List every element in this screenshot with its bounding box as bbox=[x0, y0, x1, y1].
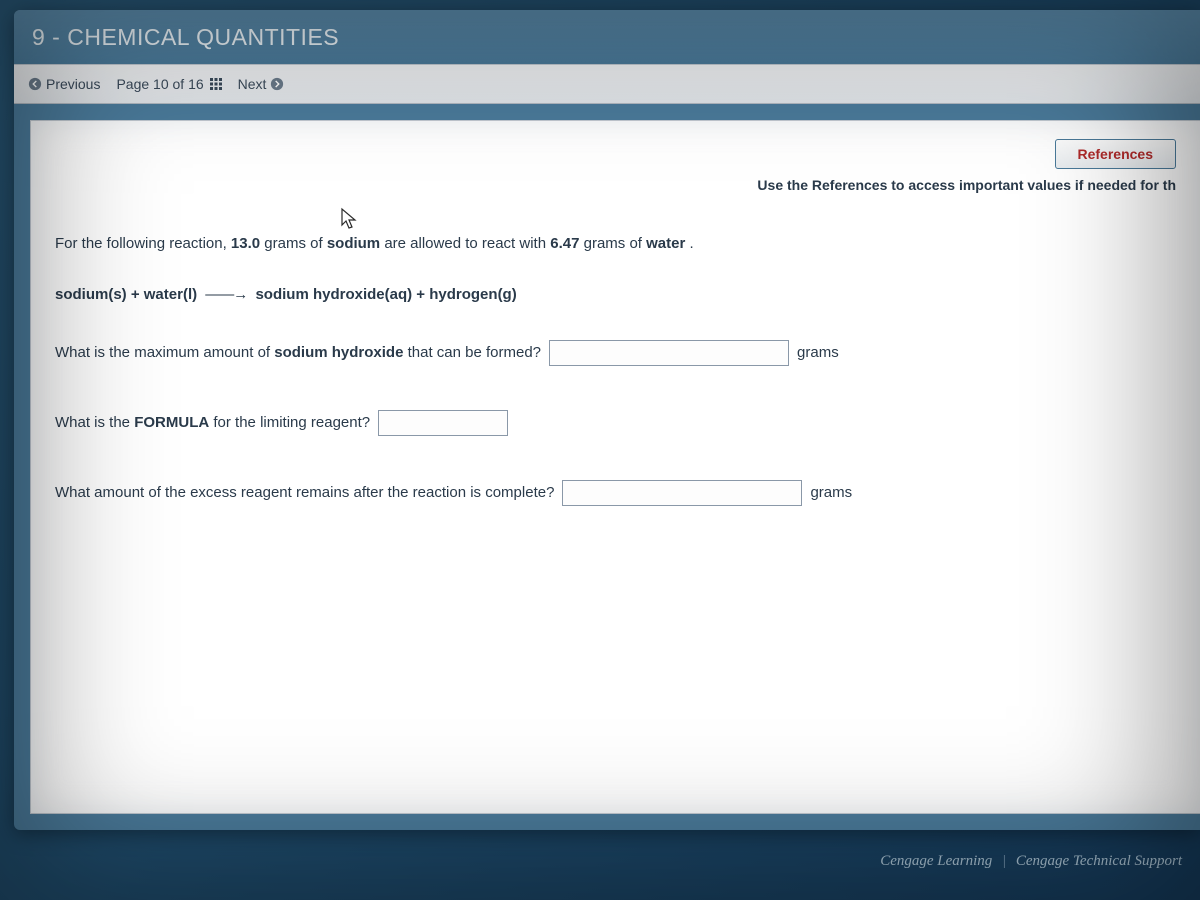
nav-bar: Previous Page 10 of 16 Next bbox=[14, 64, 1200, 104]
question-1: What is the maximum amount of sodium hyd… bbox=[55, 340, 1176, 366]
title-bar: 9 - CHEMICAL QUANTITIES bbox=[14, 10, 1200, 64]
page-label: Page 10 of 16 bbox=[116, 76, 203, 92]
next-label: Next bbox=[238, 76, 267, 92]
footer-links: Cengage Learning | Cengage Technical Sup… bbox=[880, 853, 1182, 870]
reagent-2: water bbox=[646, 235, 685, 252]
grid-icon bbox=[210, 78, 222, 90]
mass-2: 6.47 bbox=[550, 235, 579, 252]
app-window: 9 - CHEMICAL QUANTITIES Previous Page 10… bbox=[14, 10, 1200, 830]
equation-rhs: sodium hydroxide(aq) + hydrogen(g) bbox=[255, 286, 516, 303]
arrow-right-icon bbox=[270, 77, 284, 91]
question-intro: For the following reaction, 13.0 grams o… bbox=[55, 233, 1176, 256]
q3-unit: grams bbox=[810, 482, 852, 505]
arrow-left-icon bbox=[28, 77, 42, 91]
intro-text: . bbox=[685, 235, 693, 252]
q2-answer-input[interactable] bbox=[378, 410, 508, 436]
cursor-icon bbox=[339, 207, 359, 231]
footer-link-learning[interactable]: Cengage Learning bbox=[880, 853, 992, 869]
q1-text: that can be formed? bbox=[403, 344, 541, 361]
q1-unit: grams bbox=[797, 342, 839, 365]
q2-text: What is the bbox=[55, 414, 134, 431]
intro-text: are allowed to react with bbox=[380, 235, 550, 252]
q3-prompt: What amount of the excess reagent remain… bbox=[55, 482, 554, 505]
mass-1: 13.0 bbox=[231, 235, 260, 252]
q1-bold: sodium hydroxide bbox=[274, 344, 403, 361]
intro-text: grams of bbox=[579, 235, 646, 252]
footer-separator: | bbox=[1002, 853, 1006, 869]
q2-prompt: What is the FORMULA for the limiting rea… bbox=[55, 412, 370, 435]
question-2: What is the FORMULA for the limiting rea… bbox=[55, 410, 1176, 436]
next-button[interactable]: Next bbox=[238, 76, 285, 92]
q1-text: What is the maximum amount of bbox=[55, 344, 274, 361]
q3-answer-input[interactable] bbox=[562, 480, 802, 506]
footer-link-support[interactable]: Cengage Technical Support bbox=[1016, 853, 1182, 869]
page-indicator[interactable]: Page 10 of 16 bbox=[116, 76, 221, 92]
previous-button[interactable]: Previous bbox=[28, 76, 100, 92]
references-hint: Use the References to access important v… bbox=[55, 177, 1176, 193]
intro-text: grams of bbox=[260, 235, 327, 252]
reagent-1: sodium bbox=[327, 235, 380, 252]
content-panel: References Use the References to access … bbox=[30, 120, 1200, 814]
equation-lhs: sodium(s) + water(l) bbox=[55, 286, 197, 303]
equation: sodium(s) + water(l) ——→ sodium hydroxid… bbox=[55, 284, 1176, 307]
previous-label: Previous bbox=[46, 76, 100, 92]
reaction-arrow-icon: ——→ bbox=[205, 284, 247, 307]
question-3: What amount of the excess reagent remain… bbox=[55, 480, 1176, 506]
chapter-title: 9 - CHEMICAL QUANTITIES bbox=[32, 24, 339, 51]
q2-bold: FORMULA bbox=[134, 414, 209, 431]
q1-prompt: What is the maximum amount of sodium hyd… bbox=[55, 342, 541, 365]
q2-text: for the limiting reagent? bbox=[209, 414, 370, 431]
question-block: For the following reaction, 13.0 grams o… bbox=[55, 233, 1176, 506]
intro-text: For the following reaction, bbox=[55, 235, 231, 252]
references-button[interactable]: References bbox=[1055, 139, 1177, 169]
q1-answer-input[interactable] bbox=[549, 340, 789, 366]
